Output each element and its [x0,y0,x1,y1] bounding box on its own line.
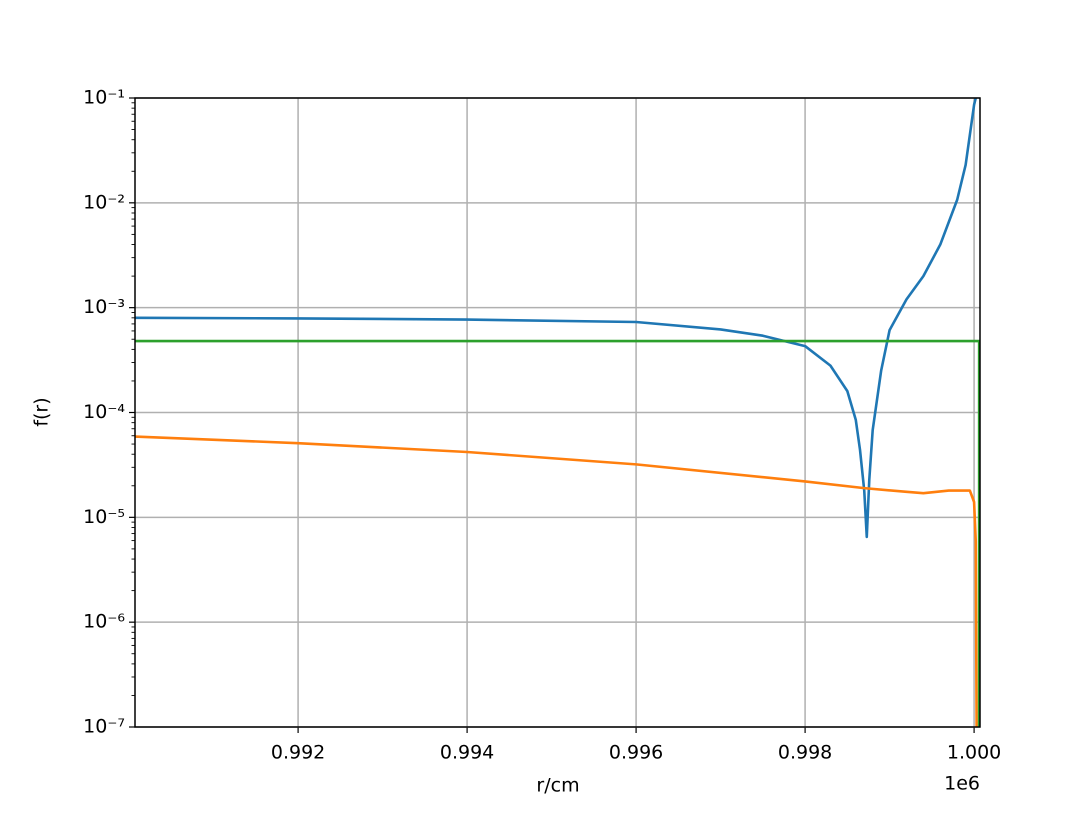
series-line [135,435,978,727]
y-tick-label: 10⁻⁴ [83,401,125,423]
y-tick-label: 10⁻⁵ [83,506,125,528]
plot-lines [135,98,980,727]
x-tick-label: 0.992 [271,742,325,764]
series-line [135,339,980,727]
y-tick-label: 10⁻⁶ [83,611,125,633]
x-tick-label: 1.000 [947,742,1001,764]
x-offset-label: 1e6 [944,773,980,795]
y-tick-label: 10⁻³ [83,296,125,318]
x-axis-label: r/cm [536,775,579,797]
x-tick-label: 0.994 [440,742,494,764]
y-tick-label: 10⁻⁷ [83,716,125,738]
y-tick-label: 10⁻² [83,191,125,213]
y-tick-label: 10⁻¹ [83,87,125,109]
y-axis-label: f(r) [31,397,53,426]
x-tick-label: 0.996 [609,742,663,764]
series-line [135,98,978,539]
plot-frame [134,97,981,728]
x-tick-label: 0.998 [778,742,832,764]
